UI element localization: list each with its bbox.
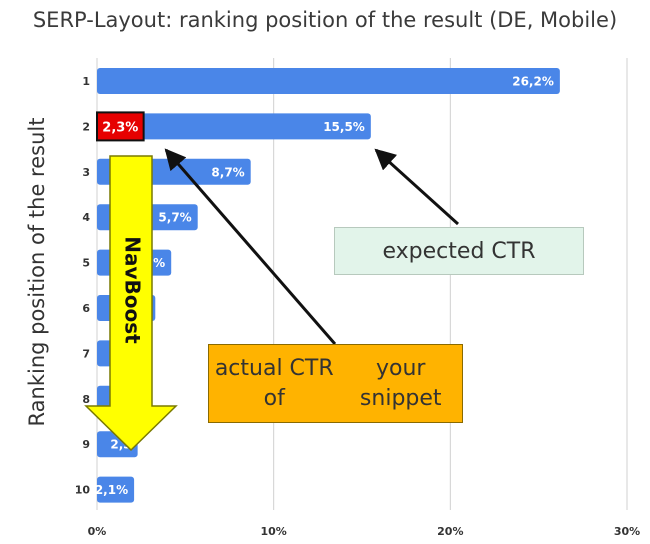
- y-tick-label: 7: [82, 347, 90, 360]
- navboost-label: NavBoost: [121, 236, 145, 344]
- y-tick-label: 10: [75, 484, 91, 497]
- y-tick-label: 6: [82, 302, 90, 315]
- x-tick-label: 30%: [614, 525, 640, 538]
- bar-value-label: 2,1%: [95, 483, 128, 497]
- expected-ctr-arrow: [374, 148, 460, 226]
- bar-value-label: 5,7%: [158, 211, 191, 225]
- bar: [97, 68, 560, 94]
- x-tick-label: 10%: [260, 525, 286, 538]
- x-tick-label: 0%: [88, 525, 107, 538]
- bar-value-label: 15,5%: [323, 120, 365, 134]
- x-tick-label: 20%: [437, 525, 463, 538]
- y-tick-label: 9: [82, 438, 90, 451]
- y-tick-label: 4: [82, 211, 90, 224]
- bar: [97, 476, 135, 503]
- chart-title: SERP-Layout: ranking position of the res…: [32, 8, 618, 32]
- y-tick-label: 2: [82, 120, 90, 133]
- highlight-bar: [96, 111, 145, 142]
- actual-ctr-line-2: your snippet: [359, 355, 442, 411]
- highlight-value-label: 2,3%: [102, 120, 138, 135]
- bar-value-label: 8,7%: [211, 165, 244, 179]
- bar-value-label: %: [153, 256, 165, 270]
- y-tick-label: 3: [82, 166, 90, 179]
- actual-ctr-arrow: [164, 148, 337, 345]
- bar: [97, 113, 371, 140]
- actual-ctr-line-1: actual CTR of: [214, 355, 334, 411]
- y-tick-label: 8: [82, 393, 90, 406]
- y-tick-label: 1: [82, 75, 90, 88]
- actual-ctr-annotation: actual CTR of your snippet: [208, 344, 463, 423]
- bar-value-label: 26,2%: [512, 75, 554, 89]
- expected-ctr-annotation: expected CTR: [334, 227, 584, 275]
- navboost-arrow: [84, 155, 178, 452]
- y-tick-label: 5: [82, 257, 90, 270]
